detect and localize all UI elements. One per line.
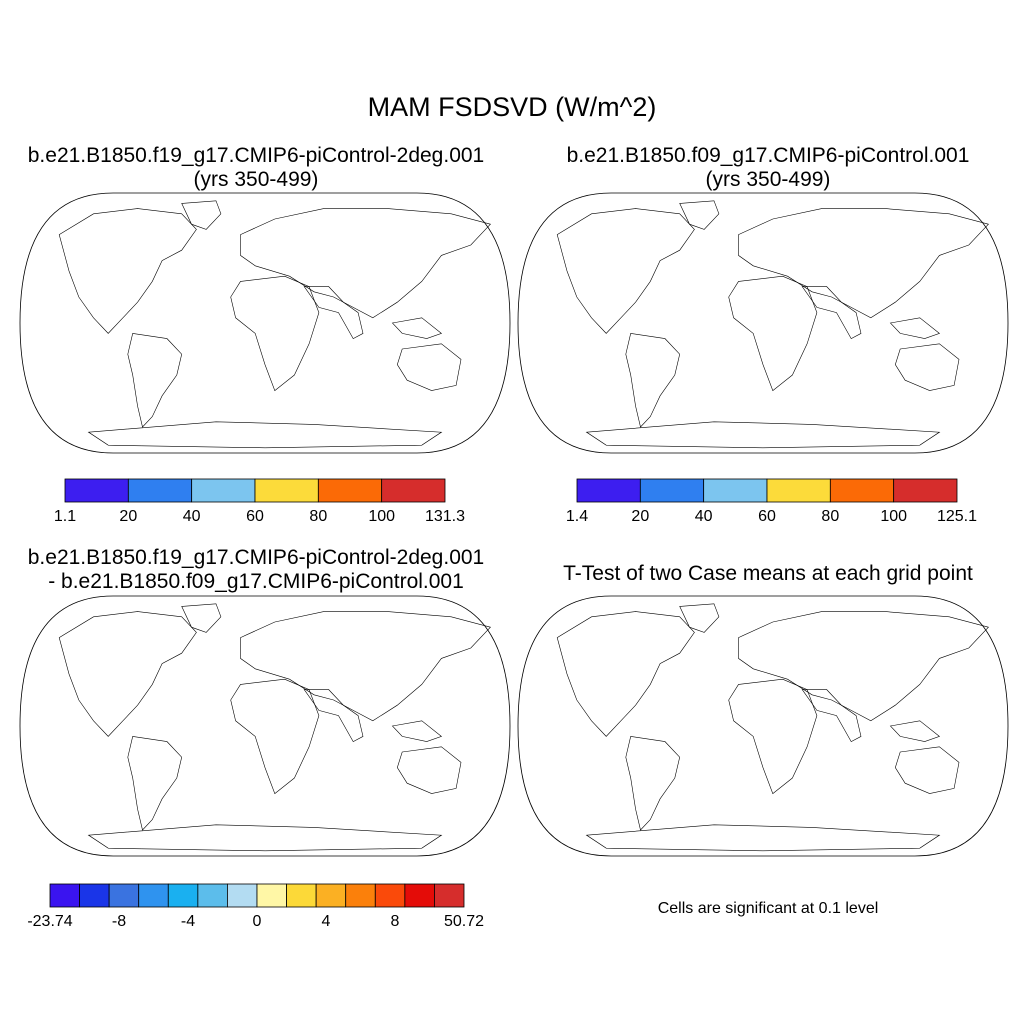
panel-2-title-line1: b.e21.B1850.f09_g17.CMIP6-piControl.001	[566, 144, 970, 167]
colorbar-tick-label: 60	[758, 508, 776, 525]
panel-4-title-line1: T-Test of two Case means at each grid po…	[563, 562, 973, 585]
map-panel-2	[517, 192, 1009, 454]
colorbar-tick-label: -8	[112, 913, 126, 930]
colorbar-swatch	[381, 478, 446, 503]
panel-1-title-line1: b.e21.B1850.f19_g17.CMIP6-piControl-2deg…	[27, 144, 485, 167]
colorbar-tick-label: 125.1	[937, 508, 977, 525]
map-panel-3	[19, 595, 511, 857]
coastline-4	[557, 604, 988, 851]
colorbar-tick-label: 40	[695, 508, 713, 525]
colorbar-tick-label: 20	[119, 508, 137, 525]
colorbar-swatch	[79, 883, 110, 908]
colorbar-tick-label: 60	[246, 508, 264, 525]
colorbar-tick-label: 1.4	[566, 508, 588, 525]
map-field-2	[557, 200, 989, 448]
colorbar-swatch	[197, 883, 228, 908]
map-panel-1	[19, 192, 511, 454]
colorbar-swatch	[576, 478, 641, 503]
coastline-1	[59, 201, 490, 448]
colorbar-1: 1.1 20 40 60 80 100 131.3	[54, 478, 465, 525]
colorbar-swatch	[317, 478, 383, 503]
colorbar-tick-label: 100	[368, 508, 395, 525]
significance-note: Cells are significant at 0.1 level	[657, 900, 879, 917]
colorbar-tick-label: 50.72	[444, 913, 484, 930]
panel-1-title-line2: (yrs 350-499)	[193, 168, 319, 191]
colorbar-swatch	[639, 478, 705, 503]
map-outline-2	[517, 192, 1009, 454]
panel-3-title-line1: b.e21.B1850.f19_g17.CMIP6-piControl-2deg…	[27, 546, 485, 569]
colorbar-tick-label: 80	[309, 508, 327, 525]
colorbar-tick-label: 131.3	[425, 508, 465, 525]
colorbar-tick-label: 40	[183, 508, 201, 525]
colorbar-3: -23.74 -8 -4 0 4 8 50.72	[27, 883, 484, 930]
coastline-2	[557, 201, 988, 448]
panel-3-title: b.e21.B1850.f19_g17.CMIP6-piControl-2deg…	[0, 546, 512, 594]
colorbar-swatch	[127, 478, 193, 503]
panel-2-title: b.e21.B1850.f09_g17.CMIP6-piControl.001 …	[512, 144, 1024, 192]
colorbar-swatch	[256, 883, 287, 908]
panel-4-title: T-Test of two Case means at each grid po…	[512, 562, 1024, 586]
colorbar-swatch	[829, 478, 895, 503]
panel-1-title: b.e21.B1850.f19_g17.CMIP6-piControl-2deg…	[0, 144, 512, 192]
colorbar-swatch	[703, 478, 768, 503]
colorbar-swatch	[138, 883, 169, 908]
map-field-3	[59, 603, 491, 851]
colorbar-tick-label: 20	[631, 508, 649, 525]
panel-2-title-line2: (yrs 350-499)	[705, 168, 831, 191]
figure-title: MAM FSDSVD (W/m^2)	[367, 92, 657, 122]
colorbar-swatch	[345, 883, 376, 908]
colorbar-tick-label: 80	[821, 508, 839, 525]
colorbar-tick-label: 100	[880, 508, 907, 525]
colorbar-tick-label: 1.1	[54, 508, 76, 525]
colorbar-tick-label: -23.74	[27, 913, 72, 930]
colorbar-swatch	[49, 883, 80, 908]
map-panel-4	[517, 595, 1009, 857]
colorbar-swatch	[766, 478, 831, 503]
map-field-4	[557, 603, 989, 851]
colorbar-swatch	[404, 883, 435, 908]
coastline-3	[59, 604, 490, 851]
colorbar-swatch	[286, 883, 317, 908]
colorbar-swatch	[434, 883, 465, 908]
colorbar-swatch	[254, 478, 319, 503]
map-outline-3	[19, 595, 511, 857]
colorbar-tick-label: 4	[322, 913, 331, 930]
colorbar-swatch	[893, 478, 958, 503]
colorbar-swatch	[374, 883, 406, 908]
colorbar-swatch	[227, 883, 258, 908]
colorbar-tick-label: 8	[391, 913, 400, 930]
colorbar-tick-label: 0	[253, 913, 262, 930]
map-field-1	[59, 200, 491, 448]
colorbar-swatch	[191, 478, 256, 503]
map-outline-4	[517, 595, 1009, 857]
colorbar-swatch	[167, 883, 199, 908]
map-outline-1	[19, 192, 511, 454]
colorbar-tick-label: -4	[181, 913, 195, 930]
colorbar-2: 1.4 20 40 60 80 100 125.1	[566, 478, 977, 525]
colorbar-swatch	[64, 478, 129, 503]
colorbar-swatch	[108, 883, 140, 908]
panel-3-title-line2: - b.e21.B1850.f09_g17.CMIP6-piControl.00…	[48, 570, 464, 593]
colorbar-swatch	[315, 883, 347, 908]
